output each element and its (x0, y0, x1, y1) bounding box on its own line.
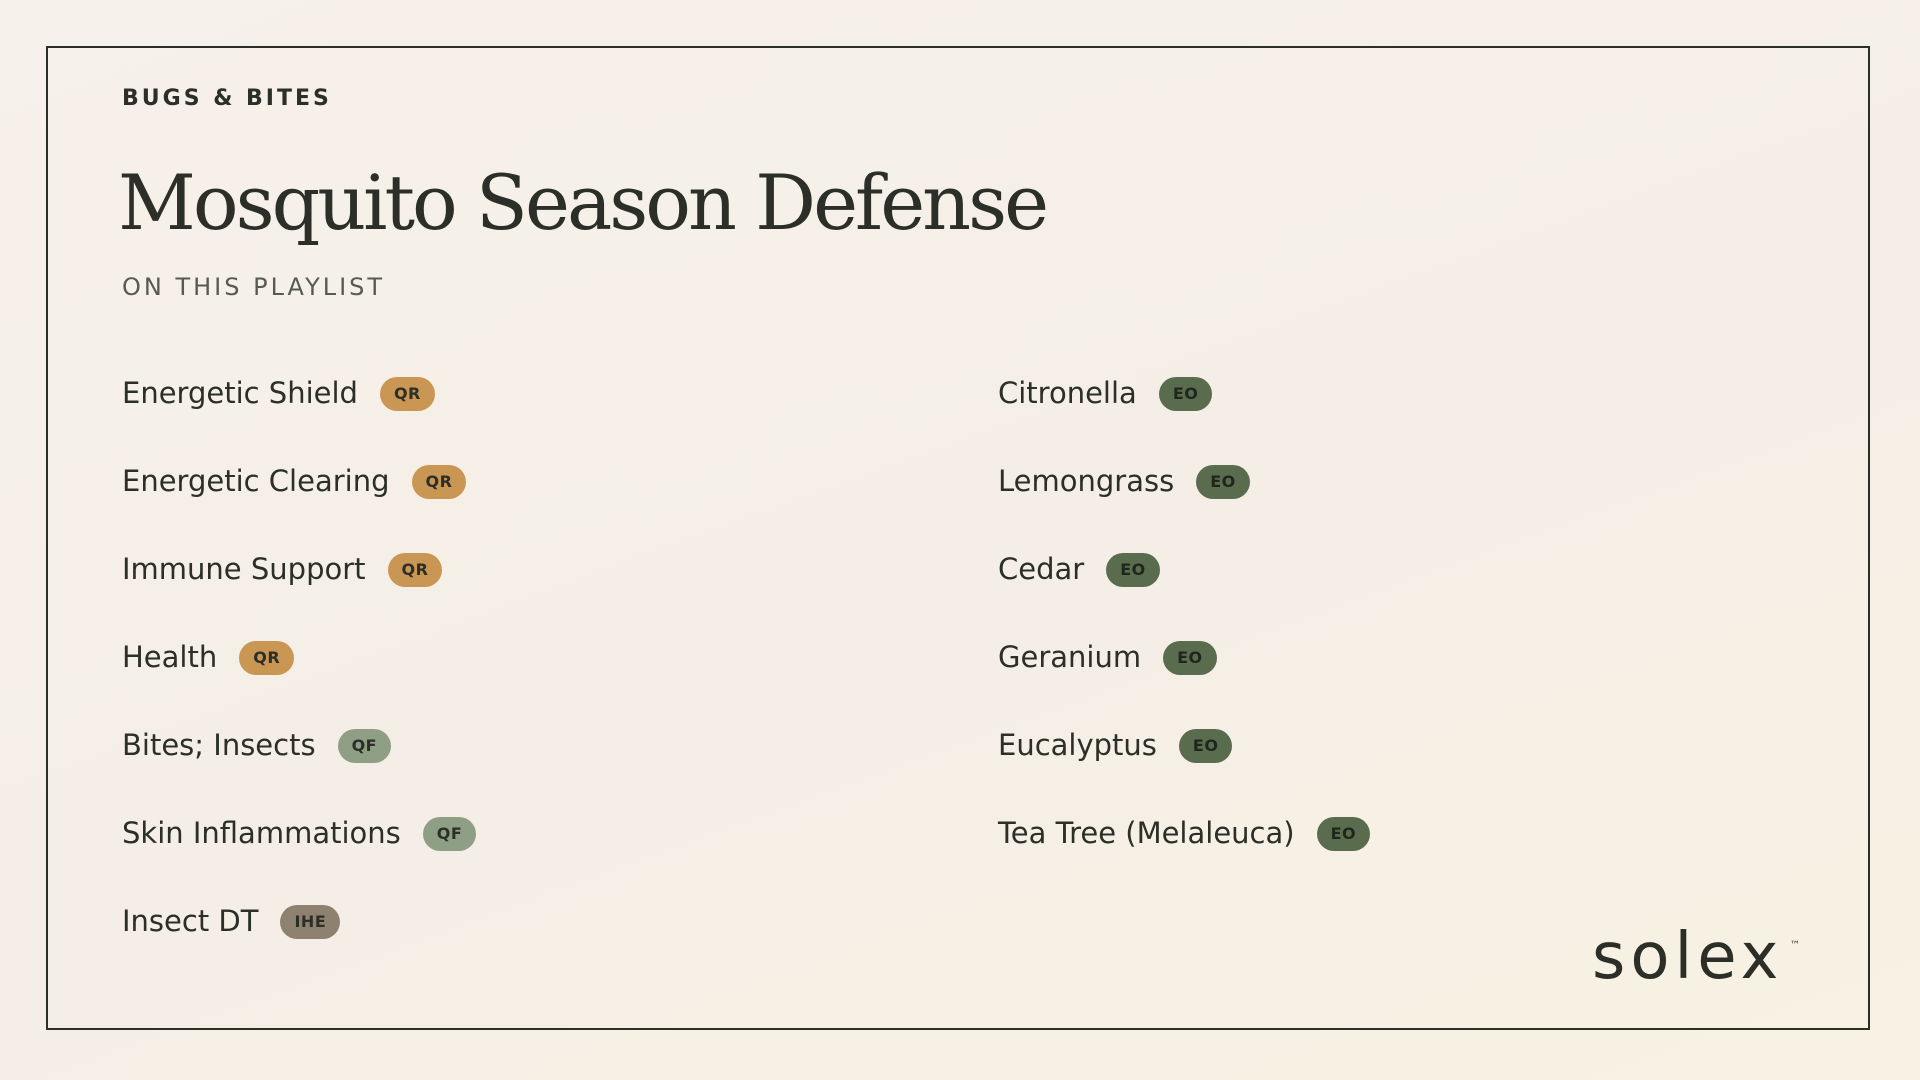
item-name: Cedar (998, 552, 1085, 586)
item-badge: QF (422, 817, 477, 851)
playlist-item[interactable]: Insect DT IHE (122, 896, 476, 984)
playlist-right-column: Citronella EO Lemongrass EO Cedar EO Ger… (998, 368, 1371, 896)
item-name: Immune Support (122, 552, 366, 586)
item-name: Citronella (998, 376, 1137, 410)
playlist-item[interactable]: Lemongrass EO (998, 456, 1370, 544)
item-name: Lemongrass (998, 464, 1175, 498)
page-title: Mosquito Season Defense (118, 158, 1049, 247)
playlist-item[interactable]: Citronella EO (998, 368, 1370, 456)
item-badge: QR (411, 465, 467, 499)
playlist-item[interactable]: Cedar EO (998, 544, 1370, 632)
item-badge: EO (1196, 465, 1250, 499)
item-badge: EO (1316, 817, 1371, 851)
playlist-item[interactable]: Energetic Clearing QR (122, 456, 476, 544)
card-frame (46, 46, 1870, 1030)
item-badge: QF (337, 729, 392, 763)
trademark-mark: ™ (1790, 940, 1800, 951)
solex-logo: solex (1592, 920, 1784, 994)
playlist-subtitle: ON THIS PLAYLIST (122, 273, 386, 301)
item-badge: QR (387, 553, 443, 587)
item-badge: QR (379, 377, 435, 411)
playlist-item[interactable]: Tea Tree (Melaleuca) EO (998, 808, 1371, 896)
playlist-item[interactable]: Eucalyptus EO (998, 720, 1370, 808)
item-name: Health (122, 640, 218, 674)
item-name: Bites; Insects (122, 728, 316, 762)
playlist-item[interactable]: Energetic Shield QR (122, 368, 476, 456)
item-badge: EO (1178, 729, 1233, 763)
playlist-left-column: Energetic Shield QR Energetic Clearing Q… (122, 368, 477, 984)
playlist-item[interactable]: Bites; Insects QF (122, 720, 476, 808)
playlist-item[interactable]: Health QR (122, 632, 476, 720)
item-name: Energetic Shield (122, 376, 358, 410)
playlist-item[interactable]: Skin Inflammations QF (122, 808, 477, 896)
item-badge: IHE (280, 905, 341, 939)
playlist-item[interactable]: Immune Support QR (122, 544, 476, 632)
item-name: Skin Inflammations (122, 816, 401, 850)
item-badge: QR (239, 641, 295, 675)
item-name: Insect DT (122, 904, 259, 938)
item-badge: EO (1163, 641, 1217, 675)
item-badge: EO (1106, 553, 1160, 587)
item-name: Eucalyptus (998, 728, 1157, 762)
item-name: Geranium (998, 640, 1142, 674)
category-label: BUGS & BITES (122, 86, 332, 111)
item-name: Tea Tree (Melaleuca) (998, 816, 1295, 850)
playlist-item[interactable]: Geranium EO (998, 632, 1370, 720)
item-badge: EO (1158, 377, 1213, 411)
item-name: Energetic Clearing (122, 464, 390, 498)
